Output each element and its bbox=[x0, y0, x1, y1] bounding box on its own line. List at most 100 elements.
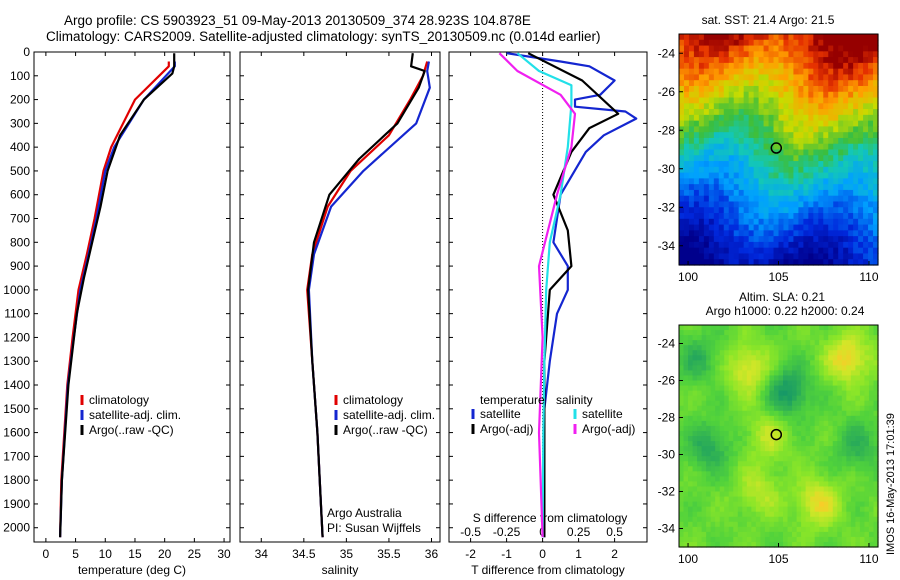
sla-map-cell bbox=[850, 345, 856, 351]
sla-map-cell bbox=[679, 516, 685, 523]
sla-map-cell bbox=[701, 521, 707, 528]
sla-map-cell bbox=[751, 420, 757, 427]
sst-map-cell bbox=[688, 213, 695, 220]
sla-map-cell bbox=[733, 355, 739, 361]
sla-map-cell bbox=[837, 370, 843, 377]
sst-map-cell bbox=[793, 224, 799, 231]
sla-map-cell bbox=[837, 506, 843, 513]
sst-map-cell bbox=[763, 109, 770, 116]
sst-map-cell bbox=[808, 114, 814, 122]
sla-map-cell bbox=[837, 395, 843, 402]
sst-map-cell bbox=[788, 114, 795, 122]
sla-map-cell bbox=[792, 390, 798, 397]
sst-map-cell bbox=[753, 230, 760, 237]
sla-map-cell bbox=[868, 385, 875, 392]
sst-map-cell bbox=[758, 224, 765, 231]
sst-map-cell bbox=[763, 34, 770, 41]
sla-map-cell bbox=[755, 340, 762, 346]
sla-map-cell bbox=[859, 350, 866, 356]
sst-map-cell bbox=[793, 97, 799, 104]
sla-map-cell bbox=[819, 410, 825, 417]
sla-map-cell bbox=[683, 526, 689, 533]
sla-map-cell bbox=[828, 441, 834, 447]
sla-map-cell bbox=[868, 526, 875, 533]
sst-map-title: sat. SST: 21.4 Argo: 21.5 bbox=[702, 13, 835, 27]
sla-map-cell bbox=[868, 405, 875, 412]
sla-map-cell bbox=[850, 491, 856, 498]
sst-map-cell bbox=[798, 166, 804, 174]
sst-map-cell bbox=[843, 155, 849, 162]
sla-map-cell bbox=[855, 340, 861, 346]
sla-map-cell bbox=[719, 536, 725, 543]
sla-map-cell bbox=[728, 420, 734, 427]
sst-map-cell bbox=[693, 85, 700, 93]
sst-map-cell bbox=[743, 51, 750, 58]
sla-map-cell bbox=[841, 501, 847, 508]
sla-map-cell bbox=[679, 491, 685, 498]
sla-map-cell bbox=[873, 415, 879, 422]
sst-map-cell bbox=[768, 132, 775, 139]
sst-map-cell bbox=[793, 114, 799, 122]
sla-map-cell bbox=[697, 456, 703, 462]
sla-map-cell bbox=[810, 526, 816, 533]
sla-map-cell bbox=[796, 476, 802, 483]
sla-map-cell bbox=[719, 531, 725, 538]
sst-map-cell bbox=[808, 45, 814, 52]
sla-map-cell bbox=[846, 400, 852, 407]
sst-map-cell bbox=[679, 109, 685, 116]
sst-map-cell bbox=[788, 57, 795, 64]
sla-map-cell bbox=[688, 395, 694, 402]
sst-map-cell bbox=[728, 120, 735, 128]
sla-map-cell bbox=[751, 496, 757, 503]
sst-map-cell bbox=[723, 62, 730, 70]
sst-map-cell bbox=[703, 195, 710, 203]
sst-map-cell bbox=[848, 143, 854, 151]
sla-map-cell bbox=[778, 365, 784, 372]
sla-map-cell bbox=[751, 350, 757, 356]
sla-map-cell bbox=[715, 501, 721, 508]
sst-map-cell bbox=[763, 166, 770, 174]
sst-map-cell bbox=[733, 97, 740, 104]
sst-map-cell bbox=[758, 161, 765, 168]
sla-map-cell bbox=[683, 441, 689, 447]
sla-map-cell bbox=[814, 511, 820, 518]
sla-map-cell bbox=[755, 471, 762, 477]
sst-map-cell bbox=[848, 253, 854, 260]
sst-map-cell bbox=[848, 39, 854, 47]
sla-map-cell bbox=[683, 430, 689, 437]
sla-map-cell bbox=[846, 436, 852, 442]
difference-xtick-label: -1 bbox=[501, 547, 512, 561]
sla-map-cell bbox=[710, 531, 716, 538]
sla-map-cell bbox=[832, 355, 838, 361]
sst-map-cell bbox=[803, 109, 809, 116]
sla-map-cell bbox=[737, 496, 743, 503]
sla-map-cell bbox=[742, 330, 748, 336]
sla-map-cell bbox=[724, 516, 730, 523]
sst-map-cell bbox=[823, 184, 829, 191]
sla-map-cell bbox=[683, 380, 689, 387]
sla-map-cell bbox=[810, 496, 816, 503]
sla-map-cell bbox=[819, 496, 825, 503]
sla-map-cell bbox=[746, 430, 752, 437]
sla-map-cell bbox=[760, 430, 766, 437]
sla-map-cell bbox=[710, 430, 716, 437]
sla-map-cell bbox=[796, 531, 802, 538]
sla-map-cell bbox=[710, 471, 716, 477]
sla-map-cell bbox=[823, 516, 829, 523]
sst-map-cell bbox=[703, 91, 710, 99]
sla-map-cell bbox=[719, 466, 725, 472]
sst-map-cell bbox=[743, 132, 750, 139]
sla-map-cell bbox=[850, 521, 856, 528]
sst-map-cell bbox=[778, 80, 785, 87]
sst-map-cell bbox=[868, 39, 874, 47]
sst-map-cell bbox=[828, 97, 834, 104]
sst-map-cell bbox=[783, 201, 790, 208]
sst-map-cell bbox=[698, 143, 705, 151]
sst-map-cell bbox=[748, 34, 755, 41]
sla-map-cell bbox=[737, 400, 743, 407]
sla-map-cell bbox=[792, 420, 798, 427]
sla-map-cell bbox=[819, 451, 825, 457]
sst-map-cell bbox=[743, 253, 750, 260]
sst-map-cell bbox=[778, 126, 785, 133]
sst-map-cell bbox=[713, 253, 720, 260]
